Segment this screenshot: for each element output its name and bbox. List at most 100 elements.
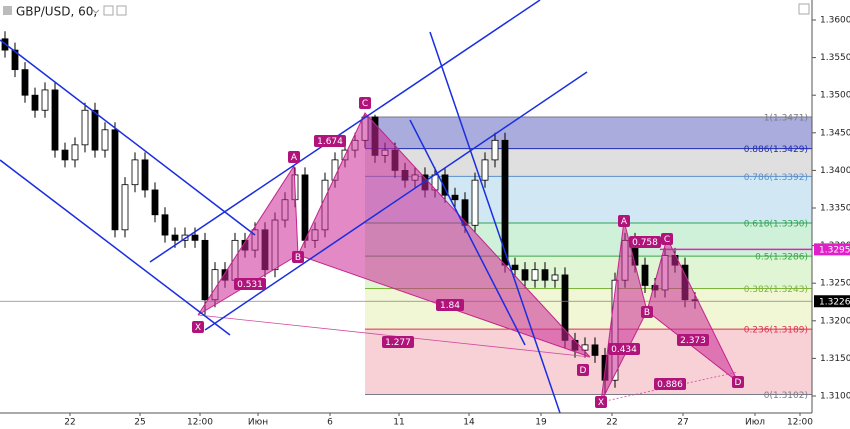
point-box [359,97,371,109]
trend-line [409,119,526,346]
ratio-label: 1.674 [317,137,343,147]
ratio-label: 2.373 [680,336,706,346]
fib-label: 0(1.3102) [764,391,808,401]
icon[interactable] [116,5,127,16]
x-tick-label: 12:00 [787,418,813,428]
point-label: A [291,153,298,163]
fib-label: 0.886(1.3429) [744,145,808,155]
pattern-xab [600,220,648,403]
ratio-label: 0.531 [237,280,263,290]
ratio-box [382,336,414,348]
candle-body [171,234,179,241]
candle-body [541,269,549,281]
y-tick-label: 1.3450 [820,128,850,138]
candle-body [471,179,479,226]
time-axis-bg [0,413,850,429]
point-label: X [598,398,604,408]
trend-line [204,71,588,331]
ratio-labels: 0.531 1.674 1.84 1.277 0.758 0.434 2.373… [234,135,709,390]
point-box [661,233,673,245]
icon[interactable] [798,3,810,15]
y-tick-label: 1.3400 [820,166,850,176]
candle-body [441,174,449,196]
alert-price-box [814,243,850,256]
x-tick-label: 25 [134,418,145,428]
pattern-line [600,371,739,403]
fib-label: 0.786(1.3392) [744,173,808,183]
pattern-xab [197,164,299,316]
fib-label: 0.236(1.3189) [744,326,808,336]
candle-body [551,274,559,281]
x-tick-label: 27 [677,418,688,428]
trend-lines [0,0,588,414]
point-label: C [362,99,368,109]
candle-body [641,264,649,286]
ratio-label: 1.277 [385,338,411,348]
candle-body [491,139,499,161]
candle-body [31,94,39,111]
x-tick-label: 11 [393,418,404,428]
candle-body [121,184,129,231]
candle-body [511,264,519,271]
point-label: D [735,378,742,388]
x-tick-label: Июн [248,418,268,428]
chart-title: GBP/USD, 60, [16,5,97,19]
candle-body [61,149,69,161]
price-axis-bg [812,0,850,429]
candle-body [11,49,19,71]
fib-label: 0.5(1.3286) [755,253,808,263]
y-tick-label: 1.3150 [820,354,850,364]
candle-body [581,344,589,351]
candle-body [71,144,79,161]
candle-body [301,174,309,241]
point-label: B [644,308,650,318]
x-tick-label: 12:00 [187,418,213,428]
point-label: A [621,217,628,227]
point-box [618,215,630,227]
candle-body [141,159,149,191]
ratio-box [629,236,661,248]
x-tick-label: Июл [745,418,765,428]
trend-line [149,0,541,263]
ratio-box [234,278,266,290]
point-label: C [664,235,670,245]
candle-body [481,159,489,181]
pattern-bcd [646,236,739,383]
y-tick-label: 1.3500 [820,91,850,101]
current-price-label: 1.3226 [819,297,850,307]
trend-line [0,159,231,336]
pattern-points: X A B C D [595,215,744,408]
point-box [732,376,744,388]
candle-body [591,344,599,356]
candle-body [151,189,159,216]
point-box [595,396,607,408]
ratio-box [608,343,640,355]
fib-zone [365,117,812,149]
x-tick-label: 22 [64,418,75,428]
y-tick-label: 1.3550 [820,53,850,63]
fib-zone [365,329,812,395]
point-label: X [195,323,201,333]
candle-body [91,109,99,151]
point-box [288,151,300,163]
drawings: X A B C D X A B C D 0.531 1 [0,0,744,414]
menu-caret[interactable] [92,9,100,14]
y-tick-label: 1.3350 [820,204,850,214]
ratio-box [677,334,709,346]
candle-body [81,109,89,146]
candle-body [41,89,49,111]
point-box [292,251,304,263]
icon[interactable] [3,6,12,15]
point-box [192,321,204,333]
candle-body [101,129,109,151]
candle-body [531,269,539,281]
point-box [577,364,589,376]
candle-body [451,194,459,201]
ratio-label: 1.84 [440,301,460,311]
trend-line [0,39,256,236]
candle-body [111,129,119,231]
y-tick-label: 1.3250 [820,279,850,289]
icon[interactable] [103,5,114,16]
